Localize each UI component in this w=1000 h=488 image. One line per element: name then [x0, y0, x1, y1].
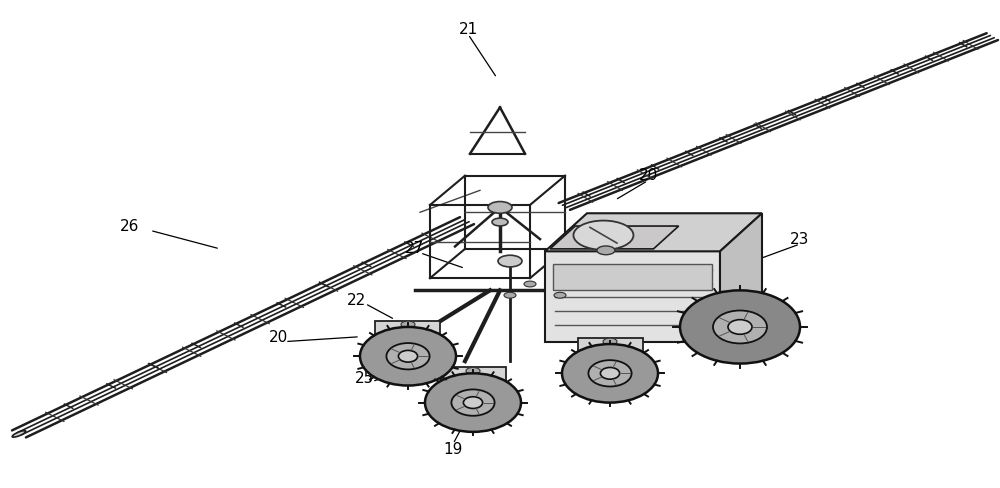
Ellipse shape	[600, 367, 620, 379]
Text: 27: 27	[405, 242, 425, 256]
Ellipse shape	[360, 327, 456, 386]
Text: 23: 23	[790, 232, 810, 246]
Circle shape	[573, 221, 633, 250]
Ellipse shape	[680, 290, 800, 364]
Polygon shape	[720, 213, 762, 342]
Text: 26: 26	[120, 220, 140, 234]
Ellipse shape	[463, 397, 483, 408]
Polygon shape	[545, 251, 720, 342]
Circle shape	[554, 292, 566, 298]
Text: 19: 19	[443, 443, 463, 457]
Circle shape	[603, 338, 617, 345]
FancyBboxPatch shape	[375, 321, 440, 340]
Polygon shape	[550, 226, 679, 249]
Circle shape	[492, 218, 508, 226]
Polygon shape	[545, 213, 762, 251]
FancyBboxPatch shape	[440, 367, 506, 386]
Text: 20: 20	[268, 330, 288, 345]
FancyBboxPatch shape	[553, 264, 712, 290]
Circle shape	[498, 255, 522, 267]
FancyBboxPatch shape	[578, 338, 643, 357]
Ellipse shape	[728, 320, 752, 334]
Ellipse shape	[562, 344, 658, 403]
Text: 21: 21	[458, 22, 478, 37]
Ellipse shape	[386, 343, 430, 369]
Circle shape	[597, 246, 615, 255]
Ellipse shape	[713, 310, 767, 344]
Text: 22: 22	[346, 293, 366, 307]
Circle shape	[524, 281, 536, 287]
Circle shape	[488, 202, 512, 213]
Text: 20: 20	[638, 168, 658, 183]
Circle shape	[466, 367, 480, 374]
Ellipse shape	[588, 360, 632, 386]
Circle shape	[401, 321, 415, 328]
Ellipse shape	[451, 389, 495, 416]
Circle shape	[504, 292, 516, 298]
Ellipse shape	[398, 350, 418, 362]
Ellipse shape	[12, 431, 26, 437]
Text: 18: 18	[735, 273, 755, 288]
Text: 24: 24	[580, 367, 600, 382]
Text: 25: 25	[355, 371, 375, 386]
Ellipse shape	[425, 373, 521, 432]
